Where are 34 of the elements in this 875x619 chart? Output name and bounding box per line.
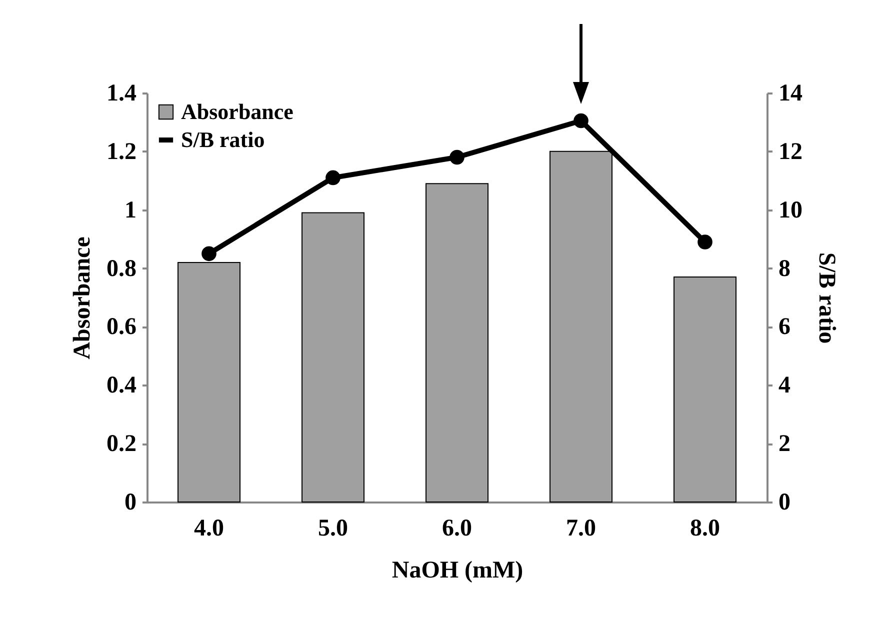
point [698,234,712,250]
y-tick-label: 0.2 [106,431,136,458]
y2-tick-label: 14 [778,80,802,106]
x-tick-label: 4.0 [194,516,224,542]
y-tick-label: 1 [124,197,136,224]
y2-tick-label: 12 [778,138,802,165]
x-tick-label: 6.0 [442,516,472,542]
bar [426,183,488,502]
y2-tick-label: 0 [778,490,790,516]
point [450,150,464,165]
legend-label: S/B ratio [181,127,265,152]
x-tick-label: 8.0 [690,516,720,542]
y-tick-label: 0.6 [106,314,136,340]
y-axis-title: Absorbance [70,236,96,360]
y2-axis-title: S/B ratio [814,252,840,344]
point [574,113,588,128]
x-tick-label: 5.0 [318,516,348,542]
point [202,246,216,262]
y-tick-label: 1.2 [106,138,136,165]
legend-label: Absorbance [181,99,294,124]
y2-tick-label: 8 [778,256,790,282]
y-tick-label: 0.8 [106,256,136,282]
y2-tick-label: 6 [778,314,790,340]
x-tick-label: 7.0 [566,516,596,542]
y-tick-label: 0.4 [106,372,136,399]
y2-tick-label: 2 [778,431,790,458]
y2-tick-label: 4 [778,372,790,399]
bar [302,212,364,502]
y2-tick-label: 10 [778,197,802,224]
bar [674,276,736,502]
point [326,170,340,186]
y-tick-label: 1.4 [106,80,136,106]
y-tick-label: 0 [124,490,136,516]
x-axis-title: NaOH (mM) [392,558,524,584]
